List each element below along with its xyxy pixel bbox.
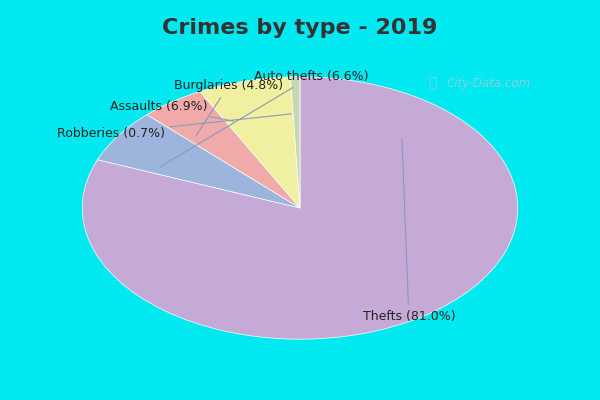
Wedge shape: [147, 92, 300, 208]
Wedge shape: [200, 77, 300, 208]
Wedge shape: [82, 77, 518, 339]
Wedge shape: [290, 77, 300, 208]
Text: Assaults (6.9%): Assaults (6.9%): [110, 100, 234, 121]
Text: City-Data.com: City-Data.com: [446, 77, 530, 90]
Text: Burglaries (4.8%): Burglaries (4.8%): [173, 80, 283, 136]
Text: Auto thefts (6.6%): Auto thefts (6.6%): [160, 70, 368, 167]
Text: Robberies (0.7%): Robberies (0.7%): [56, 114, 292, 140]
Text: Thefts (81.0%): Thefts (81.0%): [362, 139, 455, 323]
Wedge shape: [98, 115, 300, 208]
Text: Crimes by type - 2019: Crimes by type - 2019: [163, 18, 437, 38]
Text: ⓘ: ⓘ: [428, 76, 436, 90]
